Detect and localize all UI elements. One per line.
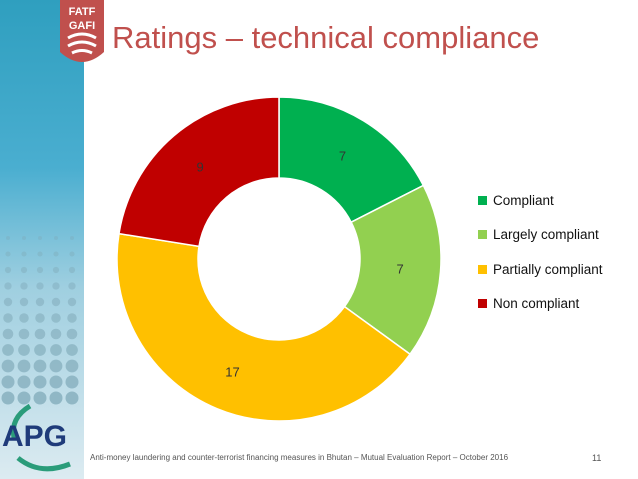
slide-title: Ratings – technical compliance <box>112 20 540 55</box>
chart-slices <box>116 96 442 422</box>
legend-item-non-compliant: Non compliant <box>478 287 603 322</box>
legend-swatch <box>478 230 487 240</box>
page-number: 11 <box>592 453 602 463</box>
legend-swatch <box>478 299 487 309</box>
legend-label: Compliant <box>493 192 554 208</box>
fatf-gafi-logo: FATF GAFI <box>60 0 104 62</box>
legend-item-largely-compliant: Largely compliant <box>478 218 603 253</box>
data-label-compliant: 7 <box>339 148 346 163</box>
slice-non-compliant <box>118 96 280 248</box>
apg-logo-text: APG <box>2 420 67 453</box>
legend-label: Non compliant <box>493 296 580 312</box>
left-decorative-band <box>0 0 84 479</box>
legend-swatch <box>478 195 487 205</box>
chart-legend: Compliant Largely compliant Partially comp… <box>478 183 603 321</box>
legend-item-compliant: Compliant <box>478 183 603 218</box>
apg-logo: APG <box>2 403 71 472</box>
dot-pattern <box>1 236 79 405</box>
legend-item-partially-compliant: Partially compliant <box>478 252 603 287</box>
legend-label: Partially compliant <box>493 261 603 277</box>
slide-footer: Anti-money laundering and counter-terror… <box>90 453 509 462</box>
data-label-partially-compliant: 17 <box>225 364 239 379</box>
slice-compliant <box>278 96 425 224</box>
chart-data-labels: 7 7 17 9 <box>196 148 403 379</box>
slice-partially-compliant <box>116 232 412 422</box>
logo-fatf-text: FATF <box>69 6 96 18</box>
logo-gafi-text: GAFI <box>69 20 95 32</box>
legend-label: Largely compliant <box>493 227 599 243</box>
slice-largely-compliant <box>343 184 442 356</box>
data-label-non-compliant: 9 <box>196 160 203 175</box>
data-label-largely-compliant: 7 <box>397 262 404 277</box>
legend-swatch <box>478 264 487 274</box>
